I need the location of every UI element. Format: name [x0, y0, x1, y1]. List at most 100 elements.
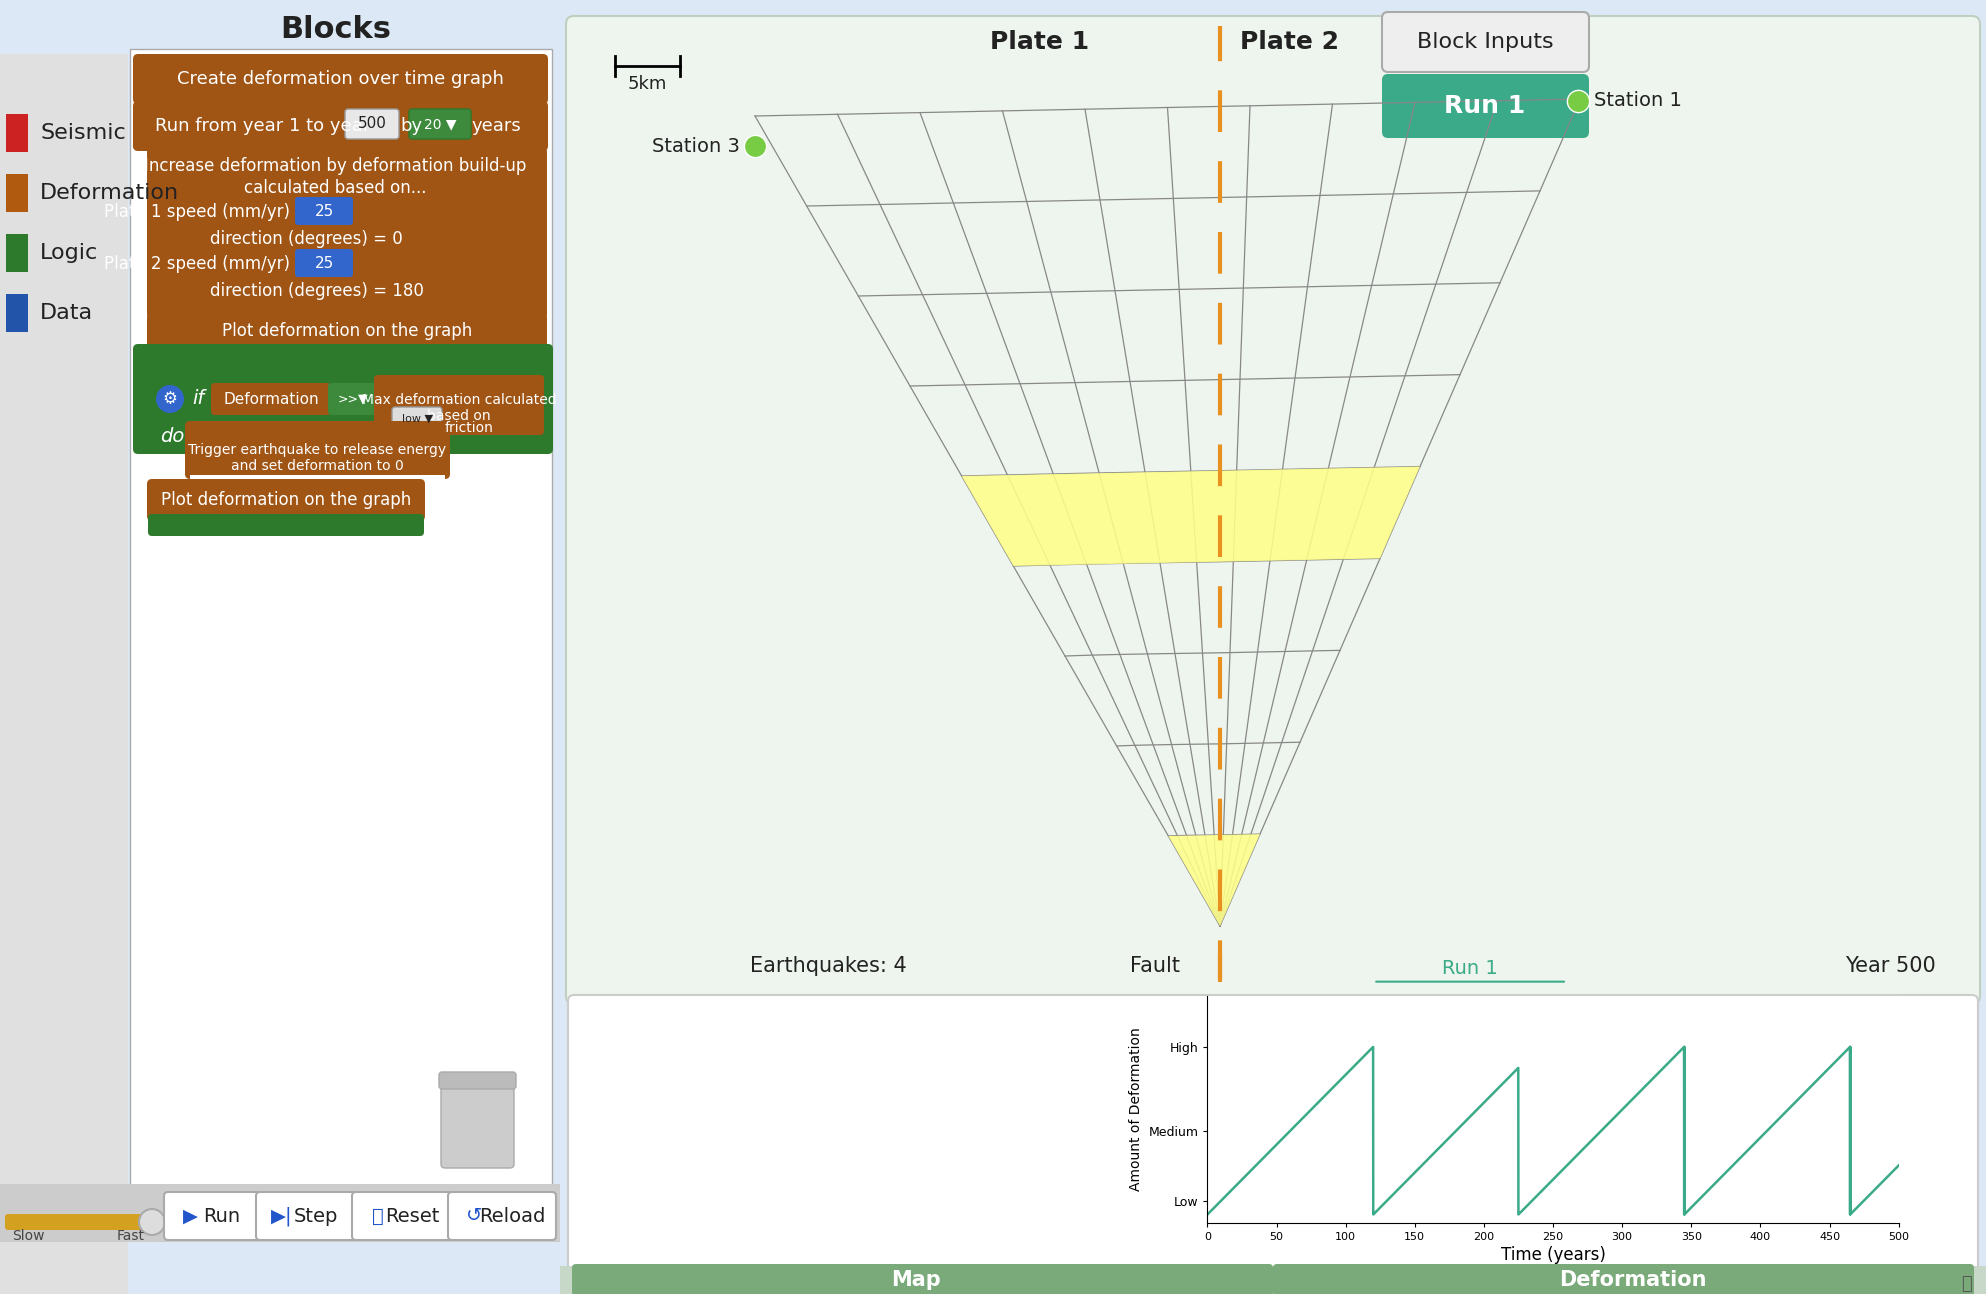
FancyBboxPatch shape — [1382, 74, 1589, 138]
Text: 5km: 5km — [628, 75, 667, 93]
FancyBboxPatch shape — [391, 408, 443, 431]
FancyBboxPatch shape — [373, 375, 544, 435]
Text: Slow: Slow — [12, 1229, 44, 1244]
FancyBboxPatch shape — [133, 101, 548, 151]
Text: ⚙: ⚙ — [163, 389, 177, 408]
Bar — [191, 475, 445, 487]
Text: Plot deformation on the graph: Plot deformation on the graph — [161, 490, 411, 509]
FancyBboxPatch shape — [147, 313, 546, 349]
Text: ⏮: ⏮ — [371, 1206, 383, 1225]
Circle shape — [157, 386, 185, 413]
Text: Plate 1 speed (mm/yr): Plate 1 speed (mm/yr) — [103, 203, 290, 221]
Text: Station 1: Station 1 — [1595, 92, 1682, 110]
FancyBboxPatch shape — [133, 344, 552, 454]
Text: Block Inputs: Block Inputs — [1416, 32, 1553, 52]
FancyBboxPatch shape — [296, 197, 354, 225]
Text: Create deformation over time graph: Create deformation over time graph — [177, 70, 502, 88]
X-axis label: Time (years): Time (years) — [1501, 1246, 1605, 1264]
Text: Deformation: Deformation — [1559, 1269, 1706, 1290]
Text: Run: Run — [203, 1206, 240, 1225]
Text: Map: Map — [892, 1269, 941, 1290]
Text: Reset: Reset — [385, 1206, 439, 1225]
FancyBboxPatch shape — [203, 1192, 314, 1206]
FancyBboxPatch shape — [449, 1192, 556, 1240]
Text: Seismic: Seismic — [40, 123, 125, 144]
Circle shape — [139, 1209, 165, 1234]
Bar — [129, 49, 552, 1209]
Text: 25: 25 — [314, 203, 334, 219]
Text: Year 500: Year 500 — [1845, 956, 1936, 976]
FancyBboxPatch shape — [1382, 12, 1589, 72]
FancyBboxPatch shape — [135, 1190, 554, 1207]
FancyBboxPatch shape — [439, 1071, 516, 1090]
Bar — [6, 114, 28, 151]
Text: Deformation: Deformation — [40, 182, 179, 203]
FancyBboxPatch shape — [147, 148, 546, 320]
Text: based on: based on — [427, 409, 491, 423]
Bar — [0, 54, 127, 1294]
FancyBboxPatch shape — [572, 1264, 1273, 1294]
Text: calculated based on...: calculated based on... — [244, 179, 427, 197]
Text: Plate 2: Plate 2 — [1241, 30, 1339, 54]
Polygon shape — [961, 467, 1420, 565]
Bar — [6, 173, 28, 212]
Text: ↺: ↺ — [467, 1206, 483, 1225]
Text: Increase deformation by deformation build-up: Increase deformation by deformation buil… — [143, 157, 526, 175]
FancyBboxPatch shape — [346, 109, 399, 138]
Text: 25: 25 — [314, 255, 334, 270]
Text: Blocks: Blocks — [280, 14, 391, 44]
FancyBboxPatch shape — [1273, 1264, 1974, 1294]
FancyBboxPatch shape — [185, 421, 451, 479]
Text: years: years — [473, 116, 522, 135]
Text: Logic: Logic — [40, 243, 97, 263]
Text: Station 3: Station 3 — [651, 136, 741, 155]
Text: 20 ▼: 20 ▼ — [423, 116, 457, 131]
Text: direction (degrees) = 0: direction (degrees) = 0 — [211, 230, 403, 248]
Text: Reload: Reload — [479, 1206, 546, 1225]
Text: Run 1: Run 1 — [1444, 94, 1525, 118]
FancyBboxPatch shape — [211, 383, 332, 415]
Text: if: if — [193, 389, 205, 409]
Text: Max deformation calculated: Max deformation calculated — [361, 393, 556, 408]
Bar — [560, 1266, 1986, 1294]
Text: Step: Step — [294, 1206, 338, 1225]
Text: direction (degrees) = 180: direction (degrees) = 180 — [211, 282, 423, 300]
Text: 500: 500 — [357, 116, 387, 132]
FancyBboxPatch shape — [568, 995, 1978, 1275]
Text: Deformation: Deformation — [222, 392, 320, 406]
FancyBboxPatch shape — [147, 479, 425, 521]
Text: >>▼: >>▼ — [338, 392, 367, 405]
Text: do: do — [161, 427, 185, 445]
Text: Fault: Fault — [1130, 956, 1180, 976]
Text: Data: Data — [40, 303, 93, 324]
FancyBboxPatch shape — [352, 1192, 453, 1240]
Bar — [0, 1184, 560, 1242]
FancyBboxPatch shape — [149, 514, 423, 536]
FancyBboxPatch shape — [256, 1192, 355, 1240]
Text: and set deformation to 0: and set deformation to 0 — [230, 459, 403, 474]
Bar — [6, 234, 28, 272]
Text: Trigger earthquake to release energy: Trigger earthquake to release energy — [189, 443, 447, 457]
Text: by: by — [399, 116, 423, 135]
Text: Run 1: Run 1 — [1442, 959, 1497, 978]
Text: low ▼: low ▼ — [401, 414, 433, 424]
FancyBboxPatch shape — [296, 248, 354, 277]
Y-axis label: Amount of Deformation: Amount of Deformation — [1128, 1027, 1142, 1192]
Polygon shape — [1168, 835, 1259, 927]
FancyBboxPatch shape — [165, 1192, 260, 1240]
FancyBboxPatch shape — [6, 1214, 153, 1231]
FancyBboxPatch shape — [441, 1078, 514, 1168]
FancyBboxPatch shape — [133, 54, 548, 104]
Text: ▶|: ▶| — [272, 1206, 292, 1225]
Text: Plate 1: Plate 1 — [991, 30, 1090, 54]
Text: Earthquakes: 4: Earthquakes: 4 — [751, 956, 908, 976]
FancyBboxPatch shape — [409, 109, 471, 138]
Text: ▶: ▶ — [183, 1206, 197, 1225]
Text: Plot deformation on the graph: Plot deformation on the graph — [222, 322, 473, 340]
FancyBboxPatch shape — [328, 383, 377, 415]
FancyBboxPatch shape — [566, 16, 1980, 1004]
Text: ⤢: ⤢ — [1962, 1275, 1972, 1293]
Text: Plate 2 speed (mm/yr): Plate 2 speed (mm/yr) — [103, 255, 290, 273]
Text: Fast: Fast — [117, 1229, 145, 1244]
Text: Run from year 1 to year: Run from year 1 to year — [155, 116, 369, 135]
